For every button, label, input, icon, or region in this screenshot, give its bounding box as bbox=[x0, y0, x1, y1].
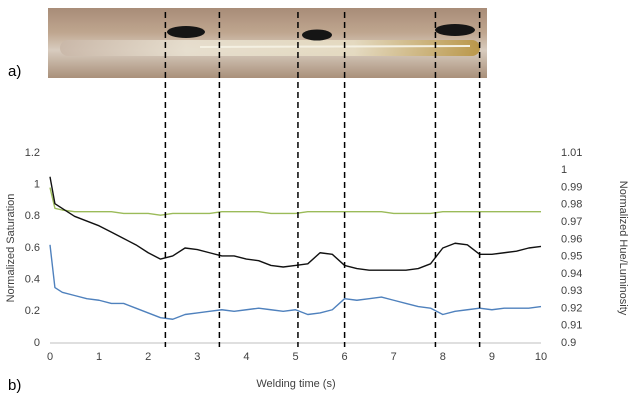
y-tick-label: 0 bbox=[34, 337, 40, 349]
y2-tick-label: 0.98 bbox=[561, 199, 582, 211]
panel-label: a) bbox=[8, 63, 21, 80]
series-line bbox=[49, 244, 542, 320]
y2-tick-label: 0.95 bbox=[561, 251, 582, 263]
x-tick-label: 10 bbox=[535, 351, 547, 363]
y2-tick-label: 0.92 bbox=[561, 302, 582, 314]
y2-tick-label: 1.01 bbox=[561, 147, 582, 159]
x-tick-label: 9 bbox=[489, 351, 495, 363]
y2-tick-label: 0.96 bbox=[561, 233, 582, 245]
x-tick-label: 0 bbox=[47, 351, 53, 363]
y-axis-title: Normalized Saturation bbox=[5, 194, 17, 303]
weld-photo bbox=[48, 8, 487, 78]
y-tick-label: 0.8 bbox=[25, 210, 40, 222]
y2-axis-title: Normalized Hue/Luminosity bbox=[617, 181, 629, 316]
y-tick-label: 0.6 bbox=[25, 242, 40, 254]
weld-bead bbox=[60, 40, 480, 56]
marker-blob bbox=[435, 24, 475, 36]
x-tick-label: 4 bbox=[243, 351, 249, 363]
y2-tick-label: 0.94 bbox=[561, 268, 582, 280]
x-tick-label: 1 bbox=[96, 351, 102, 363]
marker-blob bbox=[302, 29, 332, 41]
y2-tick-label: 0.99 bbox=[561, 181, 582, 193]
x-tick-label: 6 bbox=[342, 351, 348, 363]
y-tick-label: 0.4 bbox=[25, 274, 40, 286]
x-tick-label: 8 bbox=[440, 351, 446, 363]
y2-tick-label: 0.97 bbox=[561, 216, 582, 228]
y-tick-label: 0.2 bbox=[25, 305, 40, 317]
series-line bbox=[49, 176, 542, 271]
x-tick-label: 3 bbox=[194, 351, 200, 363]
panel-label: b) bbox=[8, 377, 21, 394]
bead-highlight bbox=[199, 45, 471, 48]
y2-tick-label: 0.91 bbox=[561, 320, 582, 332]
y2-tick-label: 0.9 bbox=[561, 337, 576, 349]
y-tick-label: 1.2 bbox=[25, 147, 40, 159]
x-tick-label: 5 bbox=[292, 351, 298, 363]
series-line bbox=[49, 187, 541, 216]
x-axis-title: Welding time (s) bbox=[256, 378, 335, 390]
marker-blob bbox=[167, 26, 205, 38]
x-tick-label: 2 bbox=[145, 351, 151, 363]
y2-tick-label: 1 bbox=[561, 164, 567, 176]
y2-tick-label: 0.93 bbox=[561, 285, 582, 297]
y-tick-label: 1 bbox=[34, 179, 40, 191]
x-tick-label: 7 bbox=[391, 351, 397, 363]
